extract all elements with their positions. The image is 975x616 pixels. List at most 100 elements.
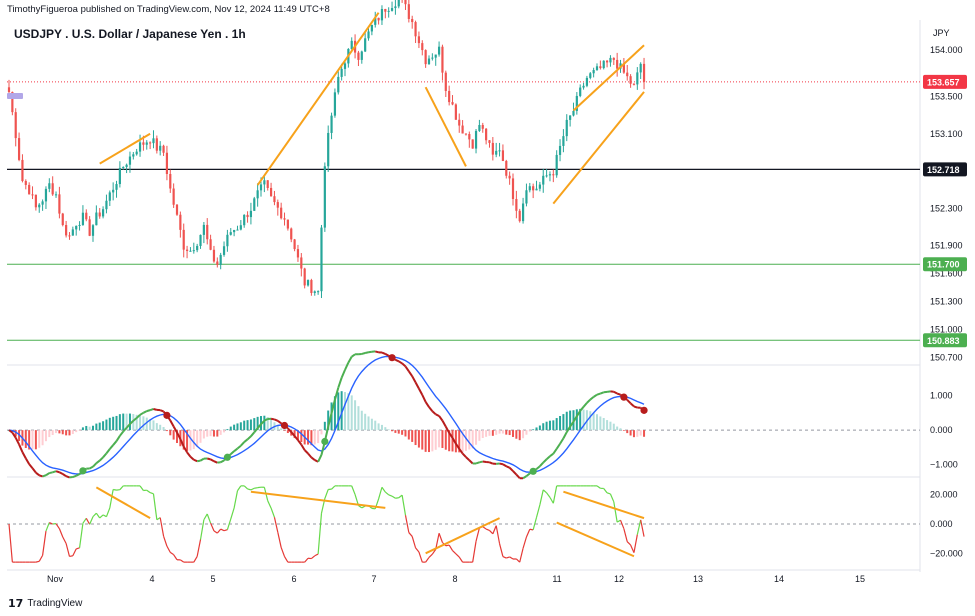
candle-body <box>179 214 182 230</box>
macd-histogram-bar <box>401 430 404 435</box>
macd-line-segment <box>337 377 343 389</box>
candle-body <box>589 73 592 78</box>
macd-line-segment <box>142 410 148 414</box>
macd-line-segment <box>404 365 410 372</box>
macd-line-segment <box>579 406 585 412</box>
candle-body <box>481 125 484 129</box>
macd-line-segment <box>149 408 154 412</box>
macd-histogram-bar <box>468 430 471 450</box>
candle-body <box>61 213 64 226</box>
osc-line-segment <box>519 548 524 563</box>
macd-line-segment <box>361 352 366 355</box>
osc-line-segment <box>435 533 440 550</box>
osc-line-segment <box>216 528 222 534</box>
osc-line-segment <box>425 557 430 563</box>
osc-line-segment <box>62 536 67 544</box>
macd-line-segment <box>307 452 313 459</box>
macd-line-segment <box>438 415 444 422</box>
osc-line-segment <box>119 485 124 491</box>
time-tick-label: 7 <box>371 574 376 584</box>
candle-body <box>169 173 172 189</box>
macd-line-segment <box>545 455 551 461</box>
macd-histogram-bar <box>448 430 451 452</box>
macd-line-segment <box>122 427 128 433</box>
macd-line-segment <box>45 472 50 477</box>
time-tick-label: 13 <box>693 574 703 584</box>
tradingview-logo[interactable]: 17 TradingView <box>8 597 82 610</box>
candle-body <box>562 136 565 146</box>
osc-line-segment <box>42 531 47 556</box>
macd-line-segment <box>21 451 27 459</box>
macd-histogram-bar <box>108 417 111 431</box>
macd-histogram-bar <box>629 430 632 436</box>
candle-body <box>323 166 326 228</box>
osc-line-segment <box>156 517 161 521</box>
macd-histogram-bar <box>81 427 84 431</box>
macd-histogram-bar <box>485 430 488 437</box>
macd-histogram-bar <box>404 430 407 437</box>
macd-histogram-bar <box>266 417 269 431</box>
currency-label[interactable]: JPY <box>933 28 950 38</box>
trendline <box>99 132 151 165</box>
candle-body <box>632 83 636 85</box>
macd-line-segment <box>593 393 598 398</box>
candle-body <box>249 210 253 218</box>
macd-histogram-bar <box>95 423 98 431</box>
macd-histogram-bar <box>428 430 430 453</box>
symbol-marker <box>7 93 23 99</box>
osc-line-segment <box>55 523 60 529</box>
macd-line-segment <box>293 435 299 441</box>
candle-body <box>636 72 639 85</box>
macd-line-segment <box>24 457 31 465</box>
candle-body <box>206 224 209 240</box>
candle-body <box>330 115 333 133</box>
osc-trendline <box>563 490 645 520</box>
macd-histogram-bar <box>216 430 219 437</box>
candle-body <box>226 234 229 247</box>
macd-line-segment <box>364 351 369 354</box>
current-price-badge <box>923 74 967 89</box>
macd-line-segment <box>555 443 561 450</box>
candle-body <box>448 90 451 103</box>
macd-histogram-bar <box>370 418 373 431</box>
candle-body <box>545 175 548 177</box>
macd-line-segment <box>626 399 632 405</box>
macd-line-segment <box>310 456 316 461</box>
candle-body <box>138 142 142 152</box>
osc-line-segment <box>280 547 286 557</box>
candle-body <box>196 245 199 251</box>
osc-line-segment <box>492 525 497 535</box>
current-price-label: 153.657 <box>927 77 960 87</box>
macd-histogram-bar <box>377 423 380 431</box>
macd-histogram-bar <box>337 392 340 431</box>
candle-body <box>142 142 145 145</box>
osc-line-segment <box>284 556 289 563</box>
macd-histogram-bar <box>461 430 464 453</box>
macd-line-segment <box>99 456 104 462</box>
macd-line-segment <box>153 408 158 411</box>
macd-histogram-bar <box>364 413 367 431</box>
macd-line-segment <box>243 438 249 443</box>
macd-line-segment <box>384 353 390 357</box>
macd-histogram-bar <box>115 415 118 431</box>
macd-histogram-bar <box>239 422 242 431</box>
osc-line-segment <box>482 526 487 530</box>
macd-histogram-bar <box>78 430 81 431</box>
macd-histogram-bar <box>105 419 108 431</box>
macd-line-segment <box>35 471 40 477</box>
macd-histogram-bar <box>162 427 165 431</box>
candle-body <box>454 104 457 120</box>
macd-line-segment <box>303 449 309 455</box>
macd-histogram-bar <box>125 413 128 431</box>
macd-line-segment <box>65 475 70 479</box>
candle-body <box>246 214 249 218</box>
osc-line-segment <box>415 547 420 553</box>
macd-histogram-bar <box>286 430 289 434</box>
osc-line-segment <box>640 519 645 537</box>
macd-line-segment <box>444 426 451 434</box>
macd-line-segment <box>327 412 333 428</box>
macd-histogram-bar <box>357 406 360 431</box>
candle-body <box>558 145 562 155</box>
osc-line-segment <box>502 556 507 559</box>
